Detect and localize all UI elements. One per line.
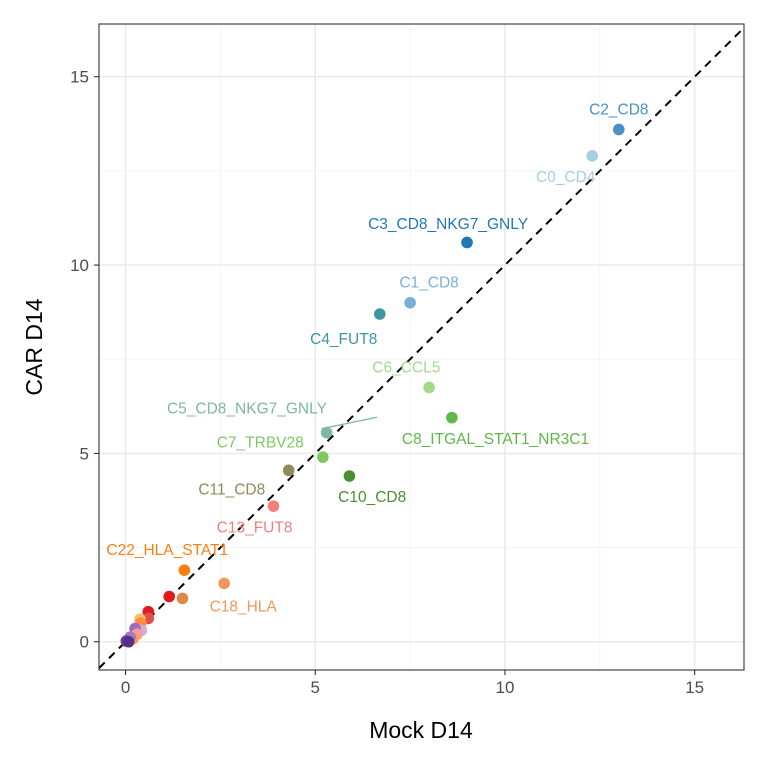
point-label: C10_CD8 — [338, 489, 406, 506]
data-point — [317, 451, 329, 463]
y-tick-label: 15 — [70, 68, 89, 87]
point-label: C5_CD8_NKG7_GNLY — [167, 401, 327, 418]
data-point — [123, 636, 135, 648]
x-tick-label: 5 — [311, 678, 320, 697]
x-axis-title: Mock D14 — [369, 717, 473, 743]
point-label: C2_CD8 — [589, 101, 648, 118]
data-point — [344, 470, 356, 482]
data-point — [423, 382, 435, 394]
y-axis-title: CAR D14 — [21, 298, 47, 395]
point-label: C6_CCL5 — [372, 359, 440, 376]
point-label: C7_TRBV28 — [217, 435, 304, 452]
point-label: C22_HLA_STAT1 — [106, 542, 228, 559]
y-tick-label: 10 — [70, 256, 89, 275]
data-point — [179, 564, 191, 576]
x-tick-label: 10 — [496, 678, 515, 697]
point-label: C0_CD4 — [536, 169, 596, 186]
data-point — [461, 237, 473, 249]
data-point — [404, 297, 416, 309]
point-label: C3_CD8_NKG7_GNLY — [368, 216, 528, 233]
data-point — [177, 593, 189, 605]
data-point — [613, 124, 625, 136]
point-label: C13_FUT8 — [217, 519, 293, 536]
data-point — [446, 412, 458, 424]
data-point — [163, 591, 175, 603]
x-tick-label: 15 — [685, 678, 704, 697]
data-point — [268, 500, 280, 512]
y-tick-label: 5 — [80, 444, 89, 463]
data-point — [374, 308, 386, 320]
y-tick-label: 0 — [80, 633, 89, 652]
point-label: C4_FUT8 — [310, 331, 377, 348]
x-tick-label: 0 — [121, 678, 130, 697]
data-point — [283, 465, 295, 477]
point-label: C1_CD8 — [399, 275, 458, 292]
point-label: C8_ITGAL_STAT1_NR3C1 — [402, 431, 589, 448]
point-label: C18_HLA — [210, 598, 278, 615]
point-label: C11_CD8 — [198, 482, 265, 499]
data-point — [321, 427, 333, 439]
data-point — [218, 578, 230, 590]
data-point — [586, 150, 598, 162]
